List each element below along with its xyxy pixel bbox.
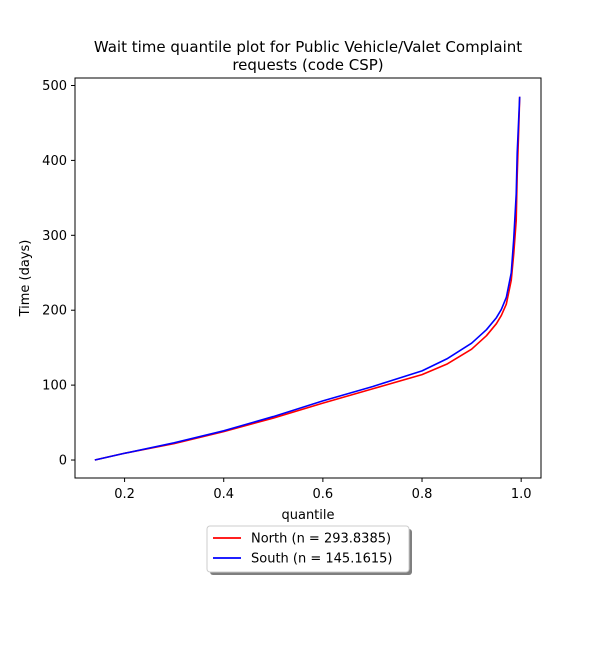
legend-box	[206, 525, 410, 573]
y-tick-label: 100	[42, 379, 67, 394]
x-tick-label: 0.4	[213, 487, 234, 502]
series-line-south	[94, 96, 521, 461]
x-tick-label: 1.0	[511, 487, 532, 502]
y-tick-label: 300	[42, 229, 67, 244]
x-axis-label: quantile	[281, 508, 334, 523]
chart-title: Wait time quantile plot for Public Vehic…	[94, 38, 522, 74]
y-tick-label: 500	[42, 79, 67, 94]
chart-title-line: requests (code CSP)	[232, 56, 383, 74]
y-axis: 0 100 200 300 400 500	[42, 79, 75, 469]
y-tick-label: 0	[59, 454, 67, 469]
legend-entry: North (n = 293.8385)	[251, 532, 391, 547]
chart-title-line: Wait time quantile plot for Public Vehic…	[94, 38, 522, 56]
x-tick-label: 0.6	[313, 487, 334, 502]
y-tick-label: 200	[42, 304, 67, 319]
x-tick-label: 0.2	[114, 487, 135, 502]
y-axis-label: Time (days)	[18, 240, 33, 318]
legend: North (n = 293.8385) South (n = 145.1615)	[206, 525, 412, 575]
x-tick-label: 0.8	[412, 487, 433, 502]
legend-entry: South (n = 145.1615)	[251, 552, 392, 567]
x-axis: 0.2 0.4 0.6 0.8 1.0	[114, 478, 532, 502]
series-line-north	[94, 96, 521, 461]
plot-frame	[74, 77, 542, 479]
y-tick-label: 400	[42, 154, 67, 169]
plot-area	[74, 77, 542, 479]
